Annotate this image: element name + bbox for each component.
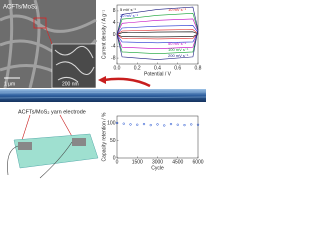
cv-curve: [116, 31, 199, 38]
point: [129, 123, 132, 126]
figure: ACFTs/MoS₂ 1 μm 200 nm ACFTs/MoS₂ yarn e…: [0, 0, 206, 179]
arrow: [103, 77, 151, 88]
inset-texture: [54, 45, 95, 83]
device-label: ACFTs/MoS₂ yarn electrode: [18, 109, 86, 115]
y-tick-label: 100: [107, 120, 116, 126]
legend-label: 200 mV s⁻¹: [168, 53, 189, 58]
legend-label: 5 mV s⁻¹: [120, 7, 137, 12]
legend-label: 20 mV s⁻¹: [120, 13, 139, 18]
yarn-texture: [0, 91, 206, 99]
point: [136, 123, 139, 126]
point: [142, 122, 146, 126]
x-tick-label: 0.0: [114, 65, 121, 71]
point: [163, 124, 166, 127]
y-tick-label: 50: [110, 138, 116, 144]
legend-label: 100 mV s⁻¹: [168, 47, 189, 52]
sem-label: ACFTs/MoS₂: [3, 5, 38, 11]
zoom-line: [45, 27, 53, 45]
plot-frame: [116, 115, 199, 159]
point: [149, 123, 152, 127]
y-tick-label: 0: [113, 32, 116, 38]
cv-curve: [116, 6, 199, 60]
y-axis-label: Current density / A g⁻¹: [101, 10, 107, 60]
y-axis-label: Capacity retention / %: [101, 112, 107, 161]
x-tick-label: 0: [116, 159, 119, 165]
y-tick-label: -4: [111, 44, 116, 50]
electrode: [18, 142, 32, 150]
point: [156, 123, 159, 126]
point: [190, 123, 193, 126]
x-tick-label: 0.8: [195, 65, 202, 71]
wire: [7, 141, 73, 179]
x-tick-label: 6000: [192, 159, 203, 165]
x-axis-label: Potential / V: [144, 71, 172, 77]
cv-curve: [116, 25, 199, 44]
y-tick-label: 4: [113, 20, 116, 26]
point: [196, 123, 200, 126]
scale-label: 1 μm: [4, 81, 15, 87]
sem-texture: [0, 0, 98, 89]
x-tick-label: 0.2: [134, 65, 141, 71]
point: [183, 123, 186, 127]
pointer: [21, 114, 31, 141]
legend-label: 10 mV s⁻¹: [168, 7, 187, 12]
x-tick-label: 0.6: [174, 65, 181, 71]
y-tick-label: -8: [111, 55, 116, 61]
x-tick-label: 4500: [172, 159, 183, 165]
inset-scale-label: 200 nm: [62, 81, 79, 87]
legend-label: 50 mV s⁻¹: [168, 41, 187, 46]
x-tick-label: 1500: [132, 159, 143, 165]
point: [176, 123, 179, 126]
point: [122, 122, 125, 125]
point: [169, 122, 173, 126]
arrow-head: [98, 76, 106, 84]
point: [115, 121, 119, 125]
cv-curve: [116, 29, 199, 40]
electrode: [72, 138, 86, 146]
x-axis-label: Cycle: [151, 165, 164, 171]
x-tick-label: 3000: [152, 159, 163, 165]
y-tick-label: 8: [113, 8, 116, 14]
y-tick-label: 0: [113, 155, 116, 161]
yarn: [0, 89, 206, 102]
zoom-box: [33, 17, 47, 29]
x-tick-label: 0.4: [154, 65, 161, 71]
